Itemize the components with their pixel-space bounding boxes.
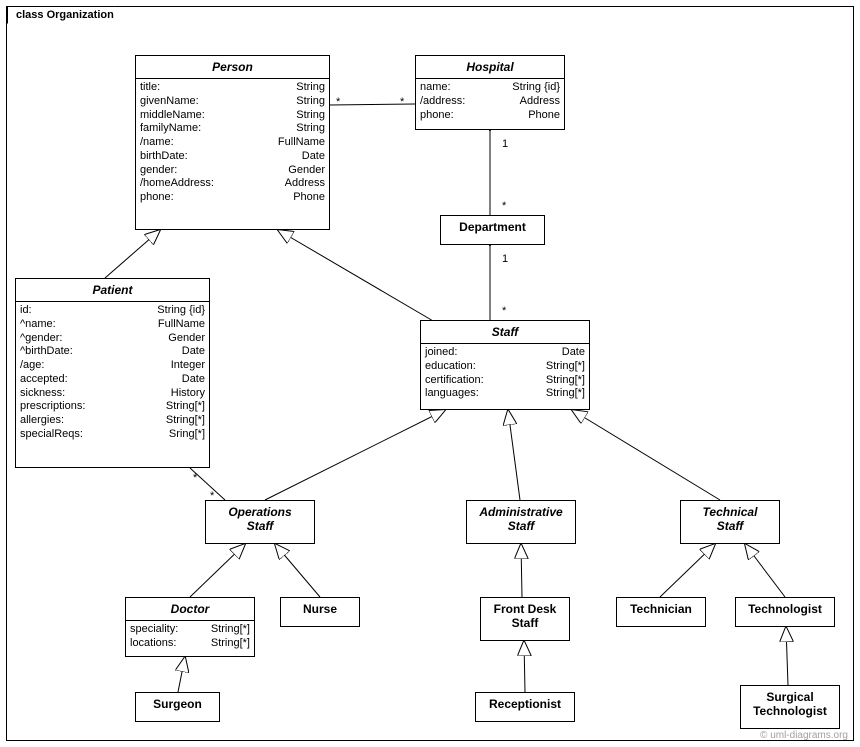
attribute-row: /name:FullName xyxy=(140,136,325,150)
multiplicity-label: 1 xyxy=(502,253,508,265)
attribute-row: gender:Gender xyxy=(140,164,325,178)
multiplicity-label: * xyxy=(336,96,340,108)
attribute-row: speciality:String[*] xyxy=(130,623,250,637)
class-technician: Technician xyxy=(616,597,706,627)
attribute-row: sickness:History xyxy=(20,387,205,401)
class-title: Nurse xyxy=(281,598,359,620)
attribute-row: middleName:String xyxy=(140,109,325,123)
class-title: Front Desk Staff xyxy=(481,598,569,634)
attribute-row: certification:String[*] xyxy=(425,374,585,388)
class-title: Patient xyxy=(16,279,209,302)
attribute-row: birthDate:Date xyxy=(140,150,325,164)
attribute-row: joined:Date xyxy=(425,346,585,360)
class-frontdesk: Front Desk Staff xyxy=(480,597,570,641)
attribute-row: ^name:FullName xyxy=(20,318,205,332)
attribute-row: /address:Address xyxy=(420,95,560,109)
class-title: Department xyxy=(441,216,544,238)
class-title: Staff xyxy=(421,321,589,344)
attribute-row: name:String {id} xyxy=(420,81,560,95)
class-attributes: name:String {id}/address:Addressphone:Ph… xyxy=(416,79,564,124)
class-title: Hospital xyxy=(416,56,564,79)
class-title: Surgeon xyxy=(136,693,219,715)
attribute-row: id:String {id} xyxy=(20,304,205,318)
multiplicity-label: * xyxy=(210,490,214,502)
multiplicity-label: * xyxy=(502,200,506,212)
attribute-row: /age:Integer xyxy=(20,359,205,373)
class-hospital: Hospitalname:String {id}/address:Address… xyxy=(415,55,565,130)
class-opstaff: Operations Staff xyxy=(205,500,315,544)
class-doctor: Doctorspeciality:String[*]locations:Stri… xyxy=(125,597,255,657)
class-staff: Staffjoined:Dateeducation:String[*]certi… xyxy=(420,320,590,410)
attribute-row: familyName:String xyxy=(140,122,325,136)
class-receptionist: Receptionist xyxy=(475,692,575,722)
multiplicity-label: * xyxy=(400,96,404,108)
attribute-row: locations:String[*] xyxy=(130,637,250,651)
attribute-row: phone:Phone xyxy=(140,191,325,205)
class-title: Receptionist xyxy=(476,693,574,715)
class-attributes: joined:Dateeducation:String[*]certificat… xyxy=(421,344,589,403)
class-title: Technologist xyxy=(736,598,834,620)
attribute-row: title:String xyxy=(140,81,325,95)
class-title: Operations Staff xyxy=(206,501,314,537)
attribute-row: givenName:String xyxy=(140,95,325,109)
attribute-row: allergies:String[*] xyxy=(20,414,205,428)
class-department: Department xyxy=(440,215,545,245)
class-attributes: speciality:String[*]locations:String[*] xyxy=(126,621,254,653)
class-title: Surgical Technologist xyxy=(741,686,839,722)
uml-diagram-canvas: class Organization xyxy=(0,0,860,747)
class-attributes: title:StringgivenName:StringmiddleName:S… xyxy=(136,79,329,207)
class-technologist: Technologist xyxy=(735,597,835,627)
class-nurse: Nurse xyxy=(280,597,360,627)
class-adminstaff: Administrative Staff xyxy=(466,500,576,544)
attribute-row: ^birthDate:Date xyxy=(20,345,205,359)
class-title: Technician xyxy=(617,598,705,620)
attribute-row: phone:Phone xyxy=(420,109,560,123)
frame-label: class Organization xyxy=(7,6,133,24)
class-title: Technical Staff xyxy=(681,501,779,537)
class-title: Person xyxy=(136,56,329,79)
class-techstaff: Technical Staff xyxy=(680,500,780,544)
attribute-row: education:String[*] xyxy=(425,360,585,374)
multiplicity-label: 1 xyxy=(502,138,508,150)
class-title: Administrative Staff xyxy=(467,501,575,537)
class-title: Doctor xyxy=(126,598,254,621)
multiplicity-label: * xyxy=(193,472,197,484)
multiplicity-label: * xyxy=(502,305,506,317)
class-person: Persontitle:StringgivenName:Stringmiddle… xyxy=(135,55,330,230)
attribute-row: prescriptions:String[*] xyxy=(20,400,205,414)
attribute-row: specialReqs:Sring[*] xyxy=(20,428,205,442)
class-attributes: id:String {id}^name:FullName^gender:Gend… xyxy=(16,302,209,444)
class-surgeon: Surgeon xyxy=(135,692,220,722)
watermark: © uml-diagrams.org xyxy=(760,730,848,741)
class-patient: Patientid:String {id}^name:FullName^gend… xyxy=(15,278,210,468)
attribute-row: languages:String[*] xyxy=(425,387,585,401)
attribute-row: /homeAddress:Address xyxy=(140,177,325,191)
attribute-row: accepted:Date xyxy=(20,373,205,387)
attribute-row: ^gender:Gender xyxy=(20,332,205,346)
class-surgtech: Surgical Technologist xyxy=(740,685,840,729)
